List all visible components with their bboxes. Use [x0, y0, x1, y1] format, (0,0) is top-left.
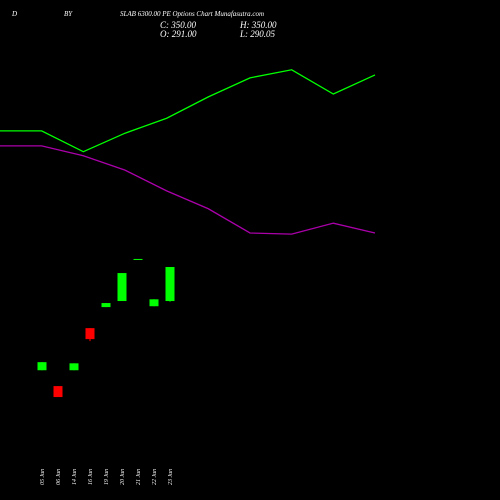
- annotation: C: 350.00: [160, 20, 197, 30]
- annotation: O: 291.00: [160, 29, 197, 39]
- chart-title: SLAB 6300.00 PE Options Chart Munafasutr…: [120, 10, 264, 18]
- indicator-line: [0, 145, 376, 235]
- header-text: D: [11, 10, 17, 18]
- x-tick-label: 21 Jun: [136, 469, 142, 485]
- candle-body: [53, 386, 63, 398]
- candle-body: [85, 328, 95, 340]
- candle-body: [69, 363, 79, 371]
- x-tick-label: 14 Jun: [71, 469, 78, 485]
- indicator-line: [0, 69, 376, 153]
- candle-body: [149, 299, 159, 307]
- x-tick-label: 16 Jun: [88, 469, 94, 485]
- x-tick-label: 23 Jun: [168, 469, 174, 485]
- candle-body: [101, 303, 111, 308]
- candle-body: [133, 258, 143, 260]
- x-tick-label: 20 Jun: [120, 469, 126, 485]
- candle-body: [117, 273, 127, 302]
- candle-body: [37, 362, 47, 371]
- annotation: L: 290.05: [239, 29, 276, 39]
- candle-body: [165, 267, 175, 302]
- annotation: H: 350.00: [239, 20, 277, 30]
- header-text: BY: [64, 10, 73, 18]
- x-tick-label: 05 Jun: [40, 469, 46, 485]
- x-tick-label: 22 Jun: [152, 469, 158, 485]
- x-tick-label: 06 Jun: [56, 469, 62, 485]
- x-tick-label: 19 Jun: [104, 469, 110, 485]
